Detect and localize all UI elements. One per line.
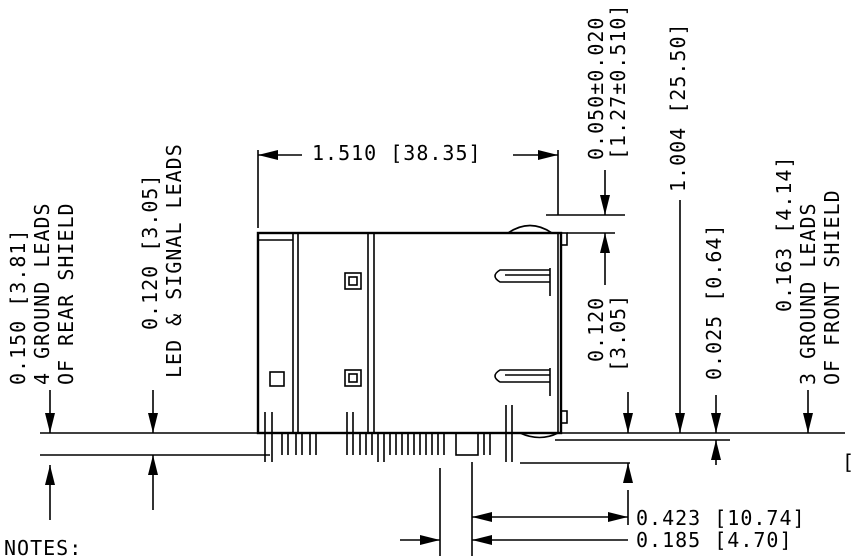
led-signal-dimension: [148, 390, 158, 510]
tab-dim-text: 0.120: [584, 296, 608, 362]
height-dim-text: 1.004 [25.50]: [666, 22, 690, 192]
tab-dimension: [623, 392, 633, 483]
pcb-baseline: [40, 432, 845, 464]
edge-bracket-text: [: [842, 450, 854, 474]
rear-shield-dim-text: 0.150 [3.81]: [6, 228, 30, 386]
front-shield-dim-text: 0.163 [4.14]: [772, 155, 796, 313]
rear-shield-dimension: [45, 390, 55, 520]
offset-dim-text: 0.025 [0.64]: [702, 223, 726, 381]
notes-label: NOTES:: [4, 536, 83, 560]
led-signal-dim-text: 0.120 [3.05]: [138, 173, 162, 331]
offset-dimension: [711, 395, 721, 465]
leads: [264, 405, 513, 462]
front-shield-leads-text: 3 GROUND LEADS: [796, 202, 820, 385]
tolerance-metric-text: [1.27±0.510]: [606, 3, 630, 161]
rear-shield-leads-text: 4 GROUND LEADS: [30, 202, 54, 385]
height-dimension: [546, 170, 685, 433]
lead-1-dim-text: 0.423 [10.74]: [636, 506, 806, 530]
lead-spacing-dimension: [400, 462, 629, 556]
tolerance-dim-text: 0.050±0.020: [584, 16, 608, 160]
led-signal-label-text: LED & SIGNAL LEADS: [162, 143, 186, 378]
front-shield-dimension: [803, 390, 813, 433]
front-shield-label-text: OF FRONT SHIELD: [820, 189, 844, 385]
rear-shield-label-text: OF REAR SHIELD: [54, 202, 78, 385]
width-dimension: [257, 150, 559, 228]
width-dim-text: 1.510 [38.35]: [312, 141, 482, 165]
connector-body: [256, 224, 568, 439]
tab-metric-text: [3.05]: [606, 293, 630, 372]
lead-2-dim-text: 0.185 [4.70]: [636, 528, 793, 552]
